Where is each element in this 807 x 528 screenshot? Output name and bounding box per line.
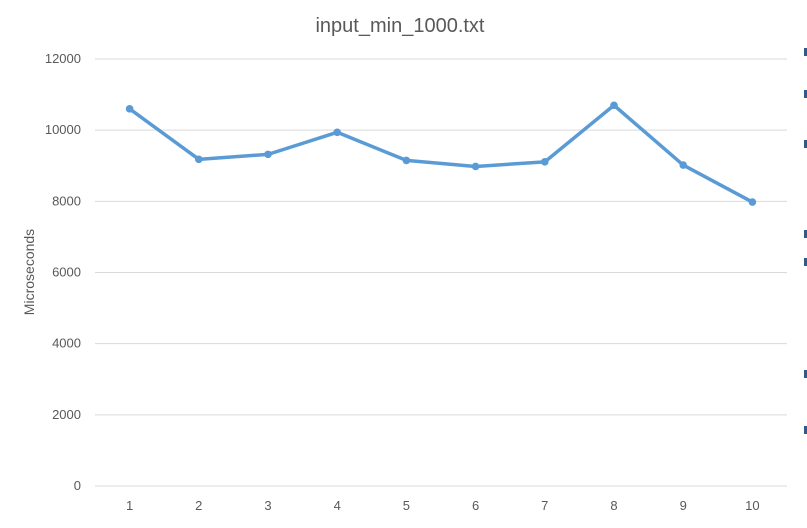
data-point xyxy=(471,162,480,171)
y-tick-label: 8000 xyxy=(52,193,81,208)
window-edge-mark xyxy=(804,90,807,98)
x-axis-ticks: 1 2 3 4 5 6 7 8 9 10 xyxy=(126,498,760,513)
window-edge-mark xyxy=(804,258,807,266)
window-edge-mark xyxy=(804,230,807,238)
x-tick-label: 3 xyxy=(264,498,271,513)
x-tick-label: 1 xyxy=(126,498,133,513)
data-point xyxy=(333,128,342,137)
y-tick-label: 10000 xyxy=(45,122,81,137)
gridlines xyxy=(95,58,787,487)
series xyxy=(125,101,757,206)
y-tick-label: 2000 xyxy=(52,407,81,422)
x-tick-label: 9 xyxy=(680,498,687,513)
data-point xyxy=(195,155,203,164)
window-edge-mark xyxy=(804,370,807,378)
x-tick-label: 4 xyxy=(334,498,341,513)
data-point xyxy=(402,156,411,165)
x-tick-label: 8 xyxy=(610,498,617,513)
y-tick-label: 12000 xyxy=(45,51,81,66)
y-tick-label: 6000 xyxy=(52,265,81,280)
y-tick-label: 4000 xyxy=(52,336,81,351)
chart-title: input_min_1000.txt xyxy=(315,15,484,37)
data-point xyxy=(610,101,618,110)
data-point xyxy=(679,161,687,169)
window-edge-mark xyxy=(804,426,807,434)
data-point xyxy=(264,150,272,159)
data-point xyxy=(541,158,549,166)
x-tick-label: 5 xyxy=(403,498,410,513)
y-axis-ticks: 0 2000 4000 6000 8000 10000 12000 xyxy=(45,51,81,493)
x-tick-label: 6 xyxy=(472,498,479,513)
window-edge-mark xyxy=(804,48,807,56)
series-line xyxy=(127,103,755,204)
y-tick-label: 0 xyxy=(74,478,81,493)
data-point xyxy=(748,198,757,206)
x-tick-label: 2 xyxy=(195,498,202,513)
x-tick-label: 7 xyxy=(541,498,548,513)
data-point xyxy=(125,105,134,113)
y-axis-title: Microseconds xyxy=(21,229,37,315)
window-edge-mark xyxy=(804,140,807,148)
x-tick-label: 10 xyxy=(745,498,759,513)
